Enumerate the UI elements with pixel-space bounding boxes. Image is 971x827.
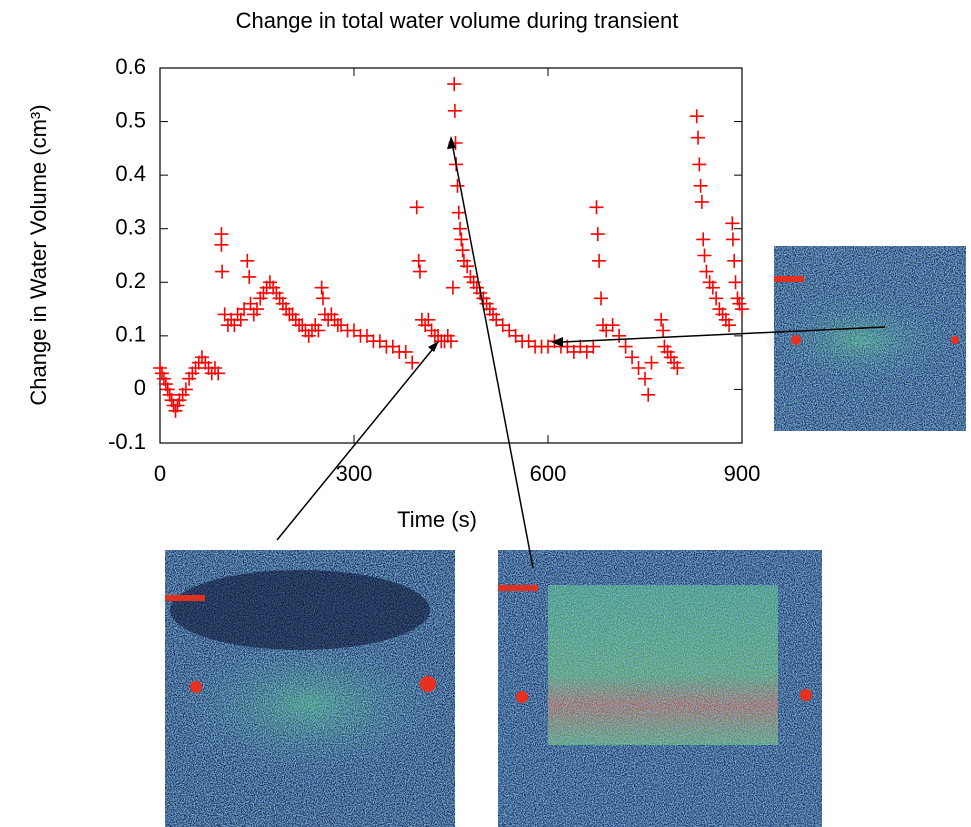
data-point bbox=[590, 227, 605, 242]
data-point bbox=[735, 302, 749, 317]
y-tick-label: 0.6 bbox=[115, 54, 146, 79]
data-point bbox=[211, 366, 226, 381]
inset-image-middle bbox=[498, 550, 822, 827]
data-point bbox=[589, 200, 604, 215]
data-point bbox=[618, 339, 633, 354]
data-point bbox=[178, 382, 193, 397]
data-point bbox=[697, 248, 712, 263]
inset-image-right bbox=[765, 246, 966, 431]
data-point bbox=[411, 253, 426, 268]
data-point bbox=[709, 291, 724, 306]
y-tick-label: 0.2 bbox=[115, 268, 146, 293]
x-axis-label: Time (s) bbox=[397, 507, 477, 532]
data-point bbox=[214, 237, 229, 252]
y-axis-label: Change in Water Volume (cm³) bbox=[26, 104, 51, 405]
data-point bbox=[631, 361, 646, 375]
y-tick-label: 0.4 bbox=[115, 161, 146, 186]
x-tick-label: 0 bbox=[154, 461, 166, 486]
y-tick-label: 0.5 bbox=[115, 107, 146, 132]
data-point bbox=[447, 103, 462, 118]
plot-area: -0.1 0 0.1 0.2 0.3 0.4 0.5 0.6 0 300 600 900 bbox=[108, 54, 760, 486]
data-point bbox=[644, 355, 659, 370]
data-point bbox=[454, 232, 469, 247]
data-point bbox=[638, 371, 652, 386]
data-point bbox=[453, 221, 468, 236]
data-point bbox=[705, 280, 720, 295]
data-point bbox=[641, 387, 656, 402]
x-tick-label: 900 bbox=[724, 461, 761, 486]
x-tick-label: 300 bbox=[336, 461, 373, 486]
chart-title: Change in total water volume during tran… bbox=[236, 8, 679, 33]
data-point bbox=[240, 253, 255, 268]
data-point bbox=[451, 205, 466, 220]
data-point bbox=[727, 253, 742, 268]
data-point bbox=[656, 323, 671, 338]
data-point bbox=[654, 312, 669, 327]
data-point bbox=[696, 232, 711, 247]
data-point bbox=[421, 312, 436, 327]
data-point bbox=[398, 344, 413, 359]
data-point bbox=[694, 194, 709, 209]
data-point bbox=[693, 178, 708, 193]
data-point bbox=[722, 318, 737, 333]
data-point bbox=[405, 355, 420, 370]
data-point bbox=[592, 253, 607, 268]
data-point bbox=[728, 275, 743, 290]
data-point bbox=[692, 157, 707, 172]
data-point bbox=[233, 312, 248, 327]
data-point bbox=[670, 361, 685, 375]
data-point bbox=[725, 232, 740, 247]
y-tick-label: -0.1 bbox=[108, 429, 146, 454]
data-point bbox=[725, 216, 740, 231]
data-point bbox=[242, 269, 257, 284]
data-point bbox=[450, 178, 465, 193]
y-tick-label: 0.3 bbox=[115, 215, 146, 240]
data-point bbox=[215, 264, 230, 279]
x-tick-label: 600 bbox=[530, 461, 567, 486]
inset-image-left bbox=[160, 550, 460, 827]
data-point bbox=[594, 291, 609, 306]
data-point bbox=[605, 318, 620, 333]
data-point bbox=[455, 243, 470, 258]
data-point bbox=[409, 200, 424, 215]
y-tick-label: 0.1 bbox=[115, 322, 146, 347]
data-point bbox=[412, 264, 427, 279]
data-point bbox=[314, 280, 329, 295]
data-point bbox=[444, 334, 458, 349]
data-point bbox=[460, 259, 475, 274]
y-tick-label: 0 bbox=[134, 375, 146, 400]
data-point bbox=[445, 280, 460, 295]
plot-frame bbox=[159, 67, 743, 444]
data-point bbox=[691, 130, 706, 145]
data-point bbox=[612, 328, 627, 343]
data-point bbox=[315, 291, 330, 306]
data-point bbox=[250, 302, 264, 317]
data-point bbox=[447, 77, 462, 92]
arrows bbox=[276, 136, 886, 569]
data-point bbox=[625, 350, 640, 365]
data-point bbox=[699, 264, 714, 279]
data-point bbox=[689, 109, 704, 124]
data-point bbox=[586, 339, 601, 354]
data-point bbox=[311, 323, 326, 338]
